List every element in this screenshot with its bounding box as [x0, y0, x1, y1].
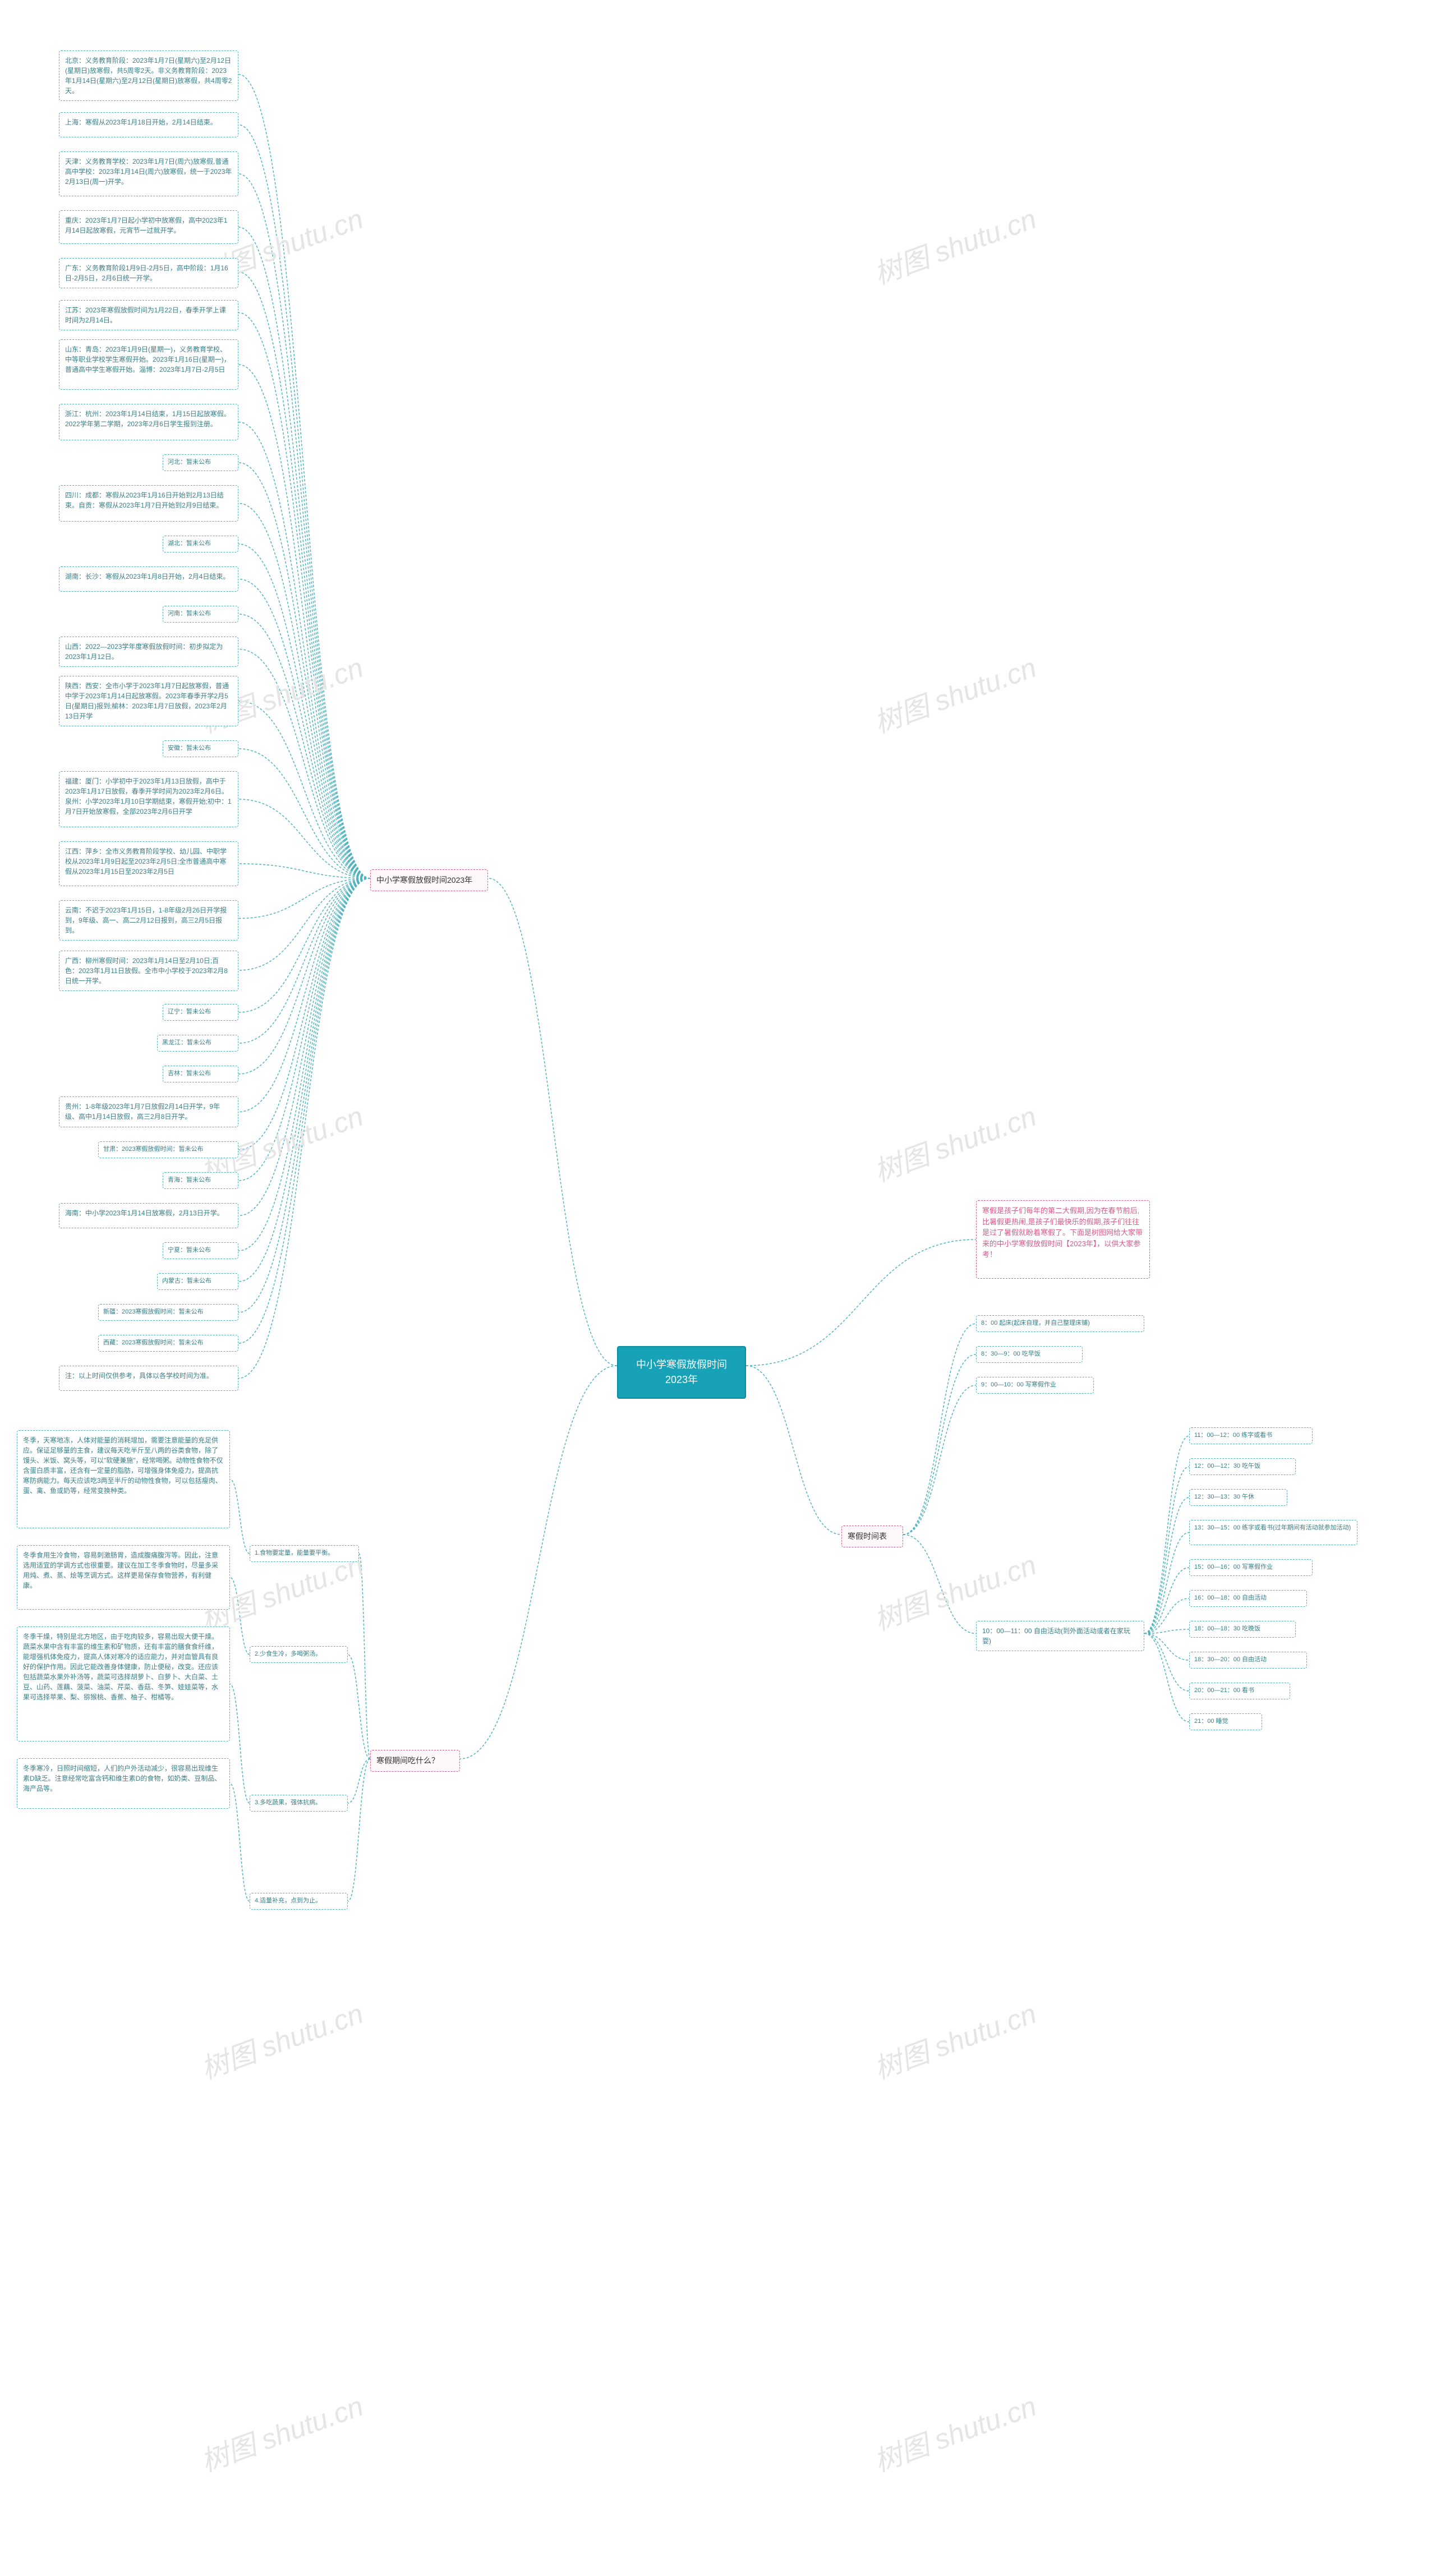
- child-timetable-3-5: 16：00—18：00 自由活动: [1189, 1590, 1307, 1607]
- leaf-provinces-12: 河南：暂未公布: [163, 606, 238, 623]
- leaf-provinces-31: 注：以上时间仅供参考，具体以各学校时间为准。: [59, 1366, 238, 1391]
- leaf-food-2: 3.多吃蔬果，强体抗病。: [250, 1795, 348, 1812]
- leaf-provinces-5: 江苏：2023年寒假放假时间为1月22日，春季开学上课时间为2月14日。: [59, 300, 238, 330]
- leaf-provinces-28: 内蒙古：暂未公布: [157, 1273, 238, 1290]
- branch-food: 寒假期间吃什么？: [370, 1750, 460, 1772]
- leaf-provinces-14: 陕西：西安：全市小学于2023年1月7日起放寒假，普通中学于2023年1月14日…: [59, 676, 238, 726]
- leaf-provinces-9: 四川：成都：寒假从2023年1月16日开始到2月13日结束。自贡：寒假从2023…: [59, 485, 238, 522]
- leaf-provinces-2: 天津：义务教育学校：2023年1月7日(周六)放寒假,普通高中学校：2023年1…: [59, 151, 238, 196]
- watermark: 树图 shutu.cn: [868, 645, 1041, 741]
- leaf-timetable-2: 9：00—10：00 写寒假作业: [976, 1377, 1094, 1394]
- child-timetable-3-1: 12：00—12：30 吃午饭: [1189, 1458, 1296, 1475]
- leaf-timetable-1: 8：30—9：00 吃早饭: [976, 1346, 1083, 1363]
- detail-food-0: 冬季，天寒地冻，人体对能量的消耗增加，需要注意能量的充足供应。保证足够量的主食，…: [17, 1430, 230, 1528]
- child-timetable-3-4: 15：00—16：00 写寒假作业: [1189, 1559, 1313, 1576]
- leaf-provinces-6: 山东：青岛：2023年1月9日(星期一)，义务教育学校、中等职业学校学生寒假开始…: [59, 339, 238, 390]
- branch-timetable: 寒假时间表: [841, 1526, 903, 1547]
- watermark: 树图 shutu.cn: [868, 2384, 1041, 2480]
- leaf-provinces-29: 新疆：2023寒假放假时间：暂未公布: [98, 1304, 238, 1321]
- child-timetable-3-0: 11：00—12：00 练字或看书: [1189, 1427, 1313, 1444]
- watermark: 树图 shutu.cn: [195, 2384, 368, 2480]
- child-timetable-3-3: 13：30—15：00 练字或看书(过年期间有活动就参加活动): [1189, 1520, 1357, 1545]
- watermark: 树图 shutu.cn: [868, 1094, 1041, 1190]
- leaf-provinces-21: 黑龙江：暂未公布: [157, 1035, 238, 1052]
- leaf-provinces-15: 安徽：暂未公布: [163, 740, 238, 757]
- leaf-provinces-19: 广西：柳州寒假时间：2023年1月14日至2月10日;百色：2023年1月11日…: [59, 951, 238, 991]
- intro-note: 寒假是孩子们每年的第二大假期,因为在春节前后,比暑假更热闹,是孩子们最快乐的假期…: [976, 1200, 1150, 1279]
- leaf-food-0: 1.食物要定量，能量要平衡。: [250, 1545, 359, 1562]
- leaf-food-1: 2.少食生冷，多喝粥汤。: [250, 1646, 348, 1663]
- leaf-provinces-8: 河北：暂未公布: [163, 454, 238, 471]
- watermark: 树图 shutu.cn: [868, 1991, 1041, 2087]
- leaf-provinces-13: 山西：2022—2023学年度寒假放假时间：初步拟定为2023年1月12日。: [59, 637, 238, 667]
- leaf-provinces-27: 宁夏：暂未公布: [163, 1242, 238, 1259]
- leaf-provinces-0: 北京：义务教育阶段：2023年1月7日(星期六)至2月12日(星期日)放寒假，共…: [59, 50, 238, 101]
- leaf-provinces-10: 湖北：暂未公布: [163, 536, 238, 552]
- child-timetable-3-2: 12：30—13：30 午休: [1189, 1489, 1287, 1506]
- leaf-timetable-3: 10：00—11：00 自由活动(到外面活动或者在家玩耍): [976, 1621, 1144, 1651]
- leaf-timetable-0: 8：00 起床(起床自理，并自己整理床铺): [976, 1315, 1144, 1332]
- leaf-provinces-17: 江西：萍乡：全市义务教育阶段学校、幼儿园、中职学校从2023年1月9日起至202…: [59, 841, 238, 886]
- child-timetable-3-6: 18：00—18：30 吃晚饭: [1189, 1621, 1296, 1638]
- leaf-provinces-23: 贵州：1-8年级2023年1月7日放假2月14日开学，9年级、高中1月14日放假…: [59, 1096, 238, 1127]
- leaf-provinces-26: 海南：中小学2023年1月14日放寒假，2月13日开学。: [59, 1203, 238, 1228]
- watermark: 树图 shutu.cn: [868, 196, 1041, 292]
- center-node: 中小学寒假放假时间2023年: [617, 1346, 746, 1399]
- leaf-provinces-24: 甘肃：2023寒假放假时间：暂未公布: [98, 1141, 238, 1158]
- leaf-provinces-18: 云南：不迟于2023年1月15日，1-8年级2月26日开学报到，9年级、高一、高…: [59, 900, 238, 941]
- leaf-provinces-16: 福建：厦门：小学初中于2023年1月13日放假，高中于2023年1月17日放假，…: [59, 771, 238, 827]
- detail-food-2: 冬季干燥，特别是北方地区，由于吃肉较多，容易出现大便干燥。蔬菜水果中含有丰富的维…: [17, 1626, 230, 1741]
- leaf-provinces-25: 青海：暂未公布: [163, 1172, 238, 1189]
- leaf-provinces-30: 西藏：2023寒假放假时间：暂未公布: [98, 1335, 238, 1352]
- detail-food-1: 冬季食用生冷食物，容易刺激肠胃，造成腹痛腹泻等。因此，注意选用适宜的学调方式也很…: [17, 1545, 230, 1610]
- detail-food-3: 冬季寒冷，日照时间缩短，人们的户外活动减少，很容易出现维生素D缺乏。注意经常吃富…: [17, 1758, 230, 1809]
- leaf-provinces-3: 重庆：2023年1月7日起小学初中放寒假，高中2023年1月14日起放寒假，元宵…: [59, 210, 238, 244]
- watermark: 树图 shutu.cn: [195, 1991, 368, 2087]
- branch-provinces: 中小学寒假放假时间2023年: [370, 869, 488, 891]
- child-timetable-3-9: 21：00 睡觉: [1189, 1713, 1262, 1730]
- leaf-provinces-4: 广东：义务教育阶段1月9日-2月5日，高中阶段：1月16日-2月5日，2月6日统…: [59, 258, 238, 288]
- leaf-provinces-20: 辽宁：暂未公布: [163, 1004, 238, 1021]
- leaf-provinces-22: 吉林：暂未公布: [163, 1066, 238, 1082]
- child-timetable-3-8: 20：00—21：00 看书: [1189, 1683, 1290, 1699]
- leaf-provinces-1: 上海：寒假从2023年1月18日开始，2月14日结束。: [59, 112, 238, 137]
- leaf-provinces-7: 浙江：杭州：2023年1月14日结束，1月15日起放寒假。2022学年第二学期，…: [59, 404, 238, 440]
- child-timetable-3-7: 18：30—20：00 自由活动: [1189, 1652, 1307, 1669]
- leaf-food-3: 4.适量补充，点到为止。: [250, 1893, 348, 1910]
- leaf-provinces-11: 湖南：长沙：寒假从2023年1月8日开始，2月4日结束。: [59, 566, 238, 592]
